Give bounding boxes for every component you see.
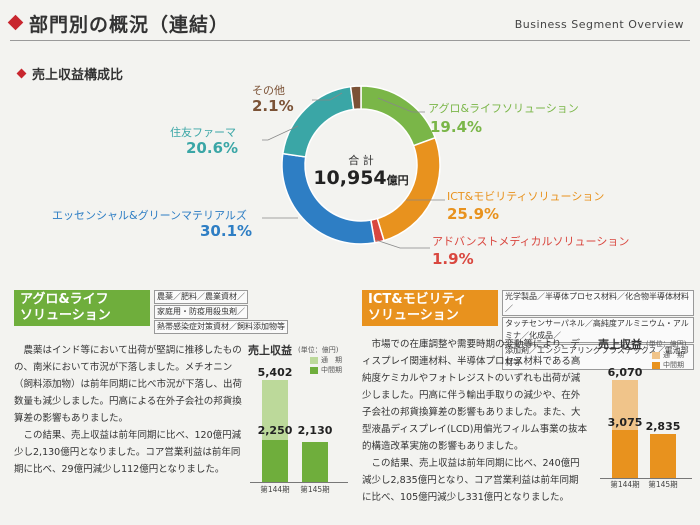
agro-xlabel-145: 第145期: [300, 485, 330, 494]
donut-total-unit: 億円: [386, 174, 409, 187]
label-agro: アグロ&ライフソリューション: [428, 102, 579, 115]
pct-agro: 19.4%: [430, 118, 483, 136]
donut-chart: [281, 85, 441, 245]
donut-slice-other: [349, 85, 362, 111]
agro-tag: 農薬／肥料／農業資材／: [154, 290, 248, 304]
ict-chart-title: 売上収益: [598, 338, 642, 351]
ict-value-144-full: 6,070: [607, 366, 643, 379]
ict-tag: 光学製品／半導体プロセス材料／化合物半導体材料／: [502, 290, 694, 316]
agro-chart-title: 売上収益: [248, 344, 292, 357]
agro-value-145-half: 2,130: [297, 424, 333, 437]
label-pharma: 住友ファーマ: [170, 126, 236, 139]
pct-ict: 25.9%: [447, 205, 500, 223]
leader-lines: [262, 92, 445, 249]
page-title-text: 部門別の概況（連結）: [29, 14, 230, 36]
ict-heading: ICT&モビリティ ソリューション: [362, 290, 498, 326]
legend-full: 通 期: [321, 356, 342, 364]
ict-axis: [600, 478, 692, 479]
donut-total-number: 10,954: [313, 167, 387, 189]
legend-swatch-full: [310, 356, 318, 364]
ict-legend: 通 期 中間期: [652, 350, 684, 370]
ict-xlabel-144: 第144期: [610, 480, 640, 489]
agro-bar-145-half: [302, 442, 328, 482]
ict-bar-chart: 6,070 3,075 2,835 第144期 第145期: [592, 366, 696, 492]
ict-xlabel-145: 第145期: [648, 480, 678, 489]
ict-tag: 添加剤／エンジニアリングプラスチックス／電池部材等: [502, 344, 694, 370]
ict-chart-unit: (単位：億円): [646, 340, 687, 348]
legend-full: 通 期: [663, 351, 684, 359]
agro-value-144-half: 2,250: [257, 424, 293, 437]
agro-value-144-full: 5,402: [257, 366, 293, 379]
pct-pharma: 20.6%: [186, 139, 239, 157]
pct-essential: 30.1%: [200, 222, 253, 240]
agro-paragraph-2: この結果、売上収益は前年同期に比べ、120億円減少し2,130億円となりました。…: [14, 430, 242, 475]
agro-chart-unit: (単位：億円): [298, 346, 339, 354]
pct-other: 2.1%: [252, 97, 294, 115]
page-subtitle-en: Business Segment Overview: [514, 18, 684, 31]
agro-axis: [250, 482, 348, 483]
agro-title-line1: アグロ&ライフ: [20, 292, 109, 307]
ict-value-145-half: 2,835: [645, 420, 681, 433]
donut-total-value: 10,954億円: [296, 167, 426, 189]
ict-tag: タッチセンサーパネル／高純度アルミニウム・アルミナ／化成品／: [502, 317, 694, 343]
ict-title-line1: ICT&モビリティ: [368, 292, 467, 307]
legend-swatch-half: [310, 366, 318, 374]
page-title: 部門別の概況（連結）: [7, 10, 230, 37]
label-ict: ICT&モビリティソリューション: [447, 190, 605, 203]
header-divider: [10, 40, 690, 41]
label-essential: エッセンシャル&グリーンマテリアルズ: [52, 209, 247, 222]
agro-tag: 熱帯感染症対策資材／飼料添加物等: [154, 320, 288, 334]
label-other: その他: [252, 84, 285, 97]
agro-title-line2: ソリューション: [20, 308, 111, 323]
legend-swatch-full: [652, 351, 660, 359]
donut-total-label: 合 計: [348, 154, 374, 167]
ict-tags: 光学製品／半導体プロセス材料／化合物半導体材料／タッチセンサーパネル／高純度アル…: [502, 290, 696, 371]
section-title: 売上収益構成比: [16, 64, 124, 83]
ict-paragraph-1: 市場での在庫調整や需要時期の変動等により、ディスプレイ関連材料、半導体プロセス材…: [362, 339, 588, 452]
legend-half: 中間期: [321, 366, 342, 374]
legend-swatch-half: [652, 361, 660, 369]
agro-xlabel-144: 第144期: [260, 485, 290, 494]
ict-value-144-half: 3,075: [607, 416, 643, 429]
section-title-text: 売上収益構成比: [32, 68, 124, 83]
legend-half: 中間期: [663, 361, 684, 369]
agro-paragraph-1: 農薬はインド等において出荷が堅調に推移したものの、南米において市況が下落しました…: [14, 345, 243, 424]
agro-legend: 通 期 中間期: [310, 355, 342, 375]
agro-tag: 家庭用・防疫用殺虫剤／: [154, 305, 248, 319]
agro-bar-chart: 5,402 2,250 2,130 第144期 第145期: [244, 366, 354, 494]
label-medical: アドバンストメディカルソリューション: [432, 235, 630, 248]
agro-body: 農薬はインド等において出荷が堅調に推移したものの、南米において市況が下落しました…: [14, 342, 244, 478]
ict-title-line2: ソリューション: [368, 308, 459, 323]
agro-bar-144-half: [262, 440, 288, 482]
ict-bar-144-half: [612, 430, 638, 478]
agro-tags: 農薬／肥料／農業資材／家庭用・防疫用殺虫剤／熱帯感染症対策資材／飼料添加物等: [154, 290, 334, 335]
ict-bar-145-half: [650, 434, 676, 478]
pct-medical: 1.9%: [432, 250, 474, 268]
ict-body: 市場での在庫調整や需要時期の変動等により、ディスプレイ関連材料、半導体プロセス材…: [362, 336, 588, 506]
ict-paragraph-2: この結果、売上収益は前年同期に比べ、240億円減少し2,835億円となり、コア営…: [362, 458, 580, 503]
agro-heading: アグロ&ライフ ソリューション: [14, 290, 150, 326]
